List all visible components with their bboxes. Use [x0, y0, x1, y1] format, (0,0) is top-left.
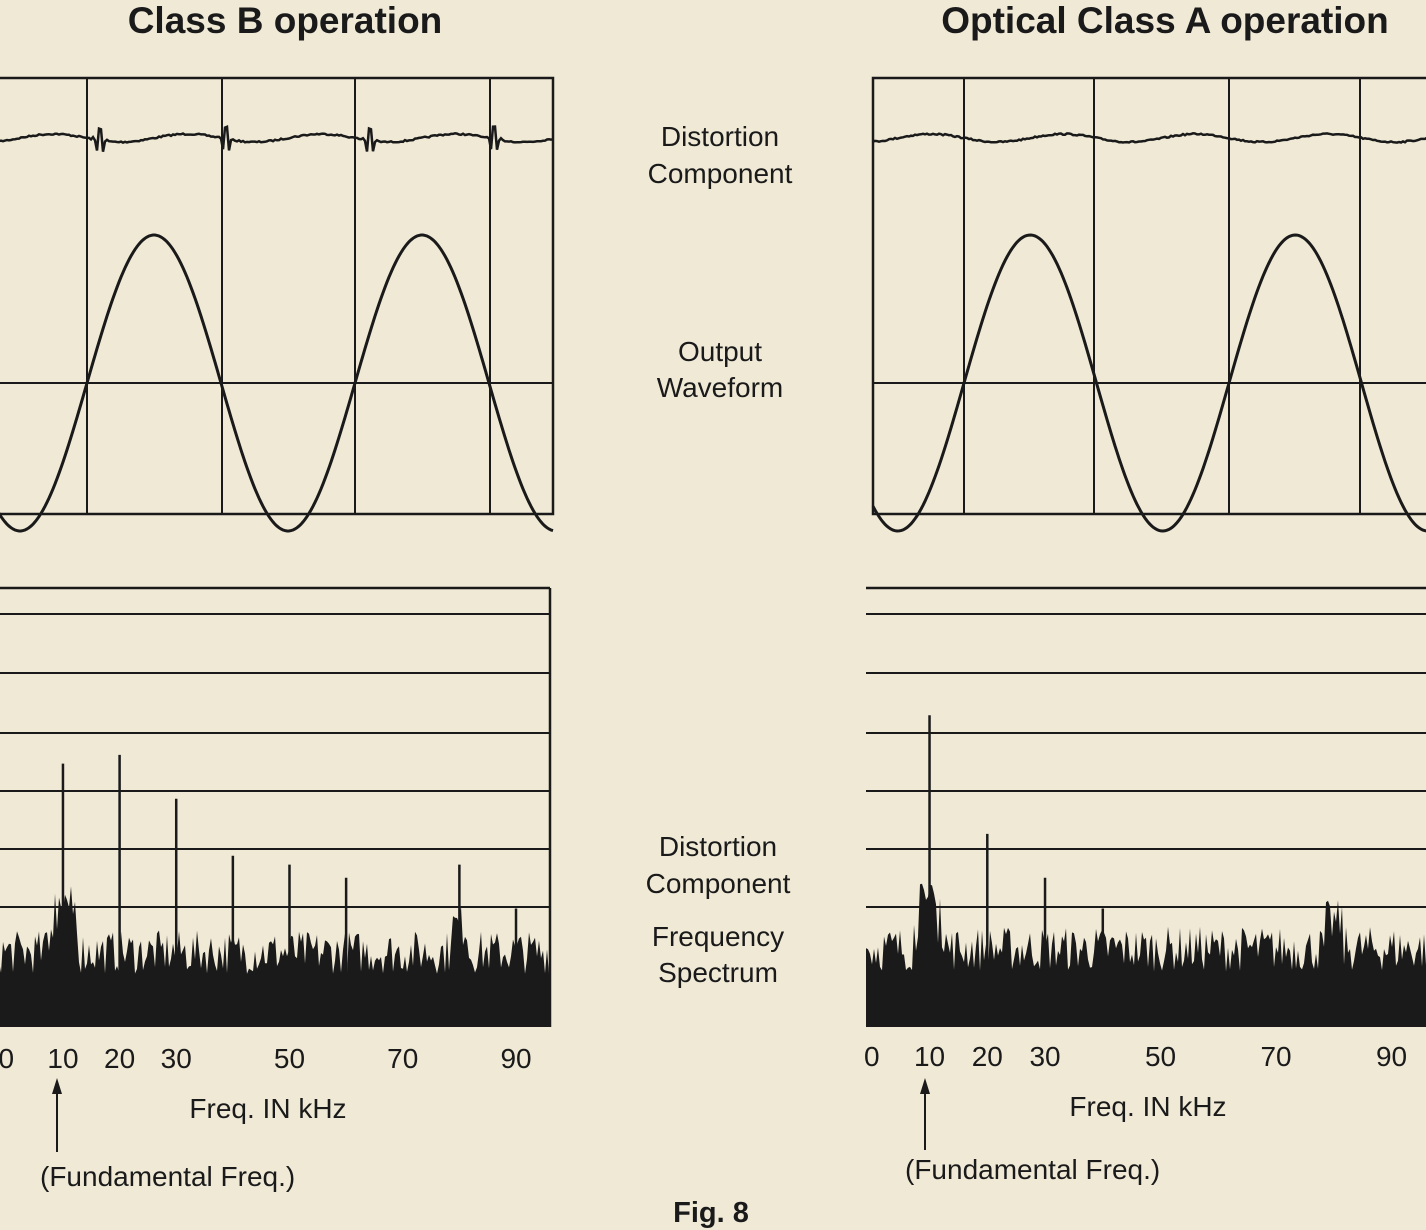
figure-caption: Fig. 8: [673, 1197, 749, 1229]
tick-label-90: 90: [500, 1043, 531, 1074]
tick-label-50: 50: [274, 1043, 305, 1074]
spectrum-label-line1: Distortion: [659, 831, 777, 862]
tick-label-30: 30: [161, 1043, 192, 1074]
tick-label-30: 30: [1029, 1041, 1060, 1072]
left-title: Class B operation: [128, 0, 443, 41]
spectrum-label-line4: Spectrum: [658, 957, 778, 988]
middle-labels: Distortion Component Output Waveform Dis…: [646, 121, 793, 988]
left-fundamental-note: (Fundamental Freq.): [40, 1161, 295, 1192]
distortion-component-line: [0, 125, 554, 152]
waveform-frame: [0, 76, 555, 516]
output-waveform-line: [871, 233, 1426, 533]
left-xlabel: Freq. IN kHz: [189, 1093, 346, 1124]
output-label-line2: Waveform: [657, 372, 784, 403]
spectrum-noise-floor: [0, 886, 550, 1027]
right-fundamental-note: (Fundamental Freq.): [905, 1154, 1160, 1185]
tick-label-0: 0: [0, 1043, 14, 1074]
class-b-waveform-panel: [0, 76, 555, 533]
tick-label-90: 90: [1376, 1041, 1407, 1072]
tick-label-20: 20: [104, 1043, 135, 1074]
right-title: Optical Class A operation: [941, 0, 1389, 41]
tick-label-20: 20: [972, 1041, 1003, 1072]
tick-label-70: 70: [387, 1043, 418, 1074]
tick-label-0: 0: [864, 1041, 880, 1072]
class-a-spectrum-panel: 0 10 20 30 50 70 90: [864, 586, 1426, 1072]
right-xlabel: Freq. IN kHz: [1069, 1091, 1226, 1122]
tick-label-10: 10: [914, 1041, 945, 1072]
right-fundamental-arrow: [920, 1078, 930, 1150]
distortion-component-line: [872, 132, 1426, 144]
class-a-waveform-panel: [871, 76, 1426, 533]
distortion-label-line2: Component: [648, 158, 793, 189]
spectrum-label-line2: Component: [646, 868, 791, 899]
waveform-frame: [871, 76, 1426, 516]
output-waveform-line: [0, 233, 554, 533]
distortion-label-line1: Distortion: [661, 121, 779, 152]
output-label-line1: Output: [678, 336, 762, 367]
spectrum-label-line3: Frequency: [652, 921, 784, 952]
tick-label-50: 50: [1145, 1041, 1176, 1072]
class-b-spectrum-panel: 0 10 20 30 50 70 90: [0, 586, 552, 1074]
tick-label-70: 70: [1260, 1041, 1291, 1072]
left-fundamental-arrow: [52, 1078, 62, 1152]
tick-label-10: 10: [47, 1043, 78, 1074]
spectrum-noise-floor: [866, 883, 1426, 1027]
